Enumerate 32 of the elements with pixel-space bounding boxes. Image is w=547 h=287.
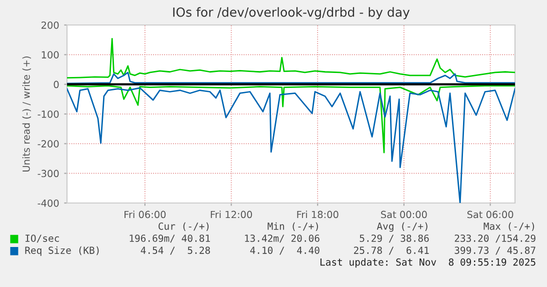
text: Last update: Sat Nov 8 09:55:19 2025 bbox=[320, 258, 536, 268]
text: Max (-/+) bbox=[484, 222, 534, 232]
legend-label: IO/sec bbox=[26, 234, 59, 243]
text: 25.78 / 6.41 bbox=[354, 246, 429, 255]
y-tick-label: -300 bbox=[38, 170, 59, 178]
y-tick-label: 200 bbox=[42, 21, 59, 29]
y-tick-label: -200 bbox=[38, 140, 59, 148]
chart-title: IOs for /dev/overlook-vg/drbd - by day bbox=[173, 7, 410, 20]
text: 13.42m/ 20.06 bbox=[245, 234, 320, 243]
x-tick-label: Fri 06:00 bbox=[124, 210, 166, 218]
y-tick-label: 0 bbox=[54, 80, 59, 88]
x-tick-label: Sat 06:00 bbox=[467, 210, 514, 218]
line-series bbox=[67, 72, 515, 84]
legend-label: Req Size (KB) bbox=[25, 246, 99, 256]
text: 399.73 / 45.87 bbox=[454, 246, 536, 255]
text: 196.69m/ 40.81 bbox=[130, 234, 210, 243]
y-axis-title: Units read (-) / write (+) bbox=[22, 56, 31, 172]
x-tick-label: Fri 12:00 bbox=[210, 210, 252, 218]
text: 4.10 / 4.40 bbox=[250, 246, 320, 255]
y-tick-label: -400 bbox=[38, 199, 59, 207]
text: Min (-/+) bbox=[268, 222, 318, 232]
text: 233.20 /154.29 bbox=[454, 234, 536, 243]
text: 5.29 / 38.86 bbox=[360, 234, 429, 243]
x-tick-label: Fri 18:00 bbox=[297, 210, 338, 218]
x-tick-label: Sat 00:00 bbox=[381, 210, 427, 218]
line-series bbox=[67, 38, 515, 78]
text: 4.54 / 5.28 bbox=[140, 246, 210, 255]
y-tick-label: 100 bbox=[42, 51, 59, 58]
line-series bbox=[67, 85, 515, 154]
y-tick-label: -100 bbox=[38, 110, 59, 118]
text: Cur (-/+) bbox=[158, 222, 209, 232]
text: Avg (-/+) bbox=[376, 222, 428, 232]
